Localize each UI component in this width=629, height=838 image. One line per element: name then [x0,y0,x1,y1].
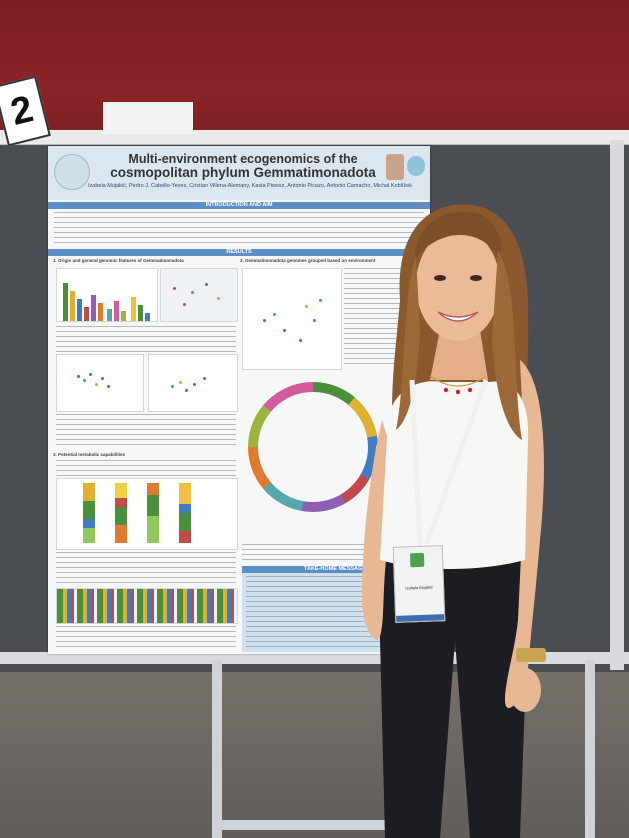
badge-logo-icon [409,552,425,568]
section2-heading: 2. Gemmatimonadota genomes grouped based… [240,258,376,263]
genome-size-text [56,414,236,448]
board-frame-right [610,140,624,670]
scatter-panel-2 [148,354,238,412]
bar-chart-panel [56,268,158,322]
take-home-heading: TAKE-HOME MESSAGE [242,566,428,573]
intro-text [54,212,424,246]
gene-heatmap [56,588,238,624]
paper-card [103,102,193,134]
presenter-photo [386,154,404,180]
poster-title: Multi-environment ecogenomics of the cos… [108,152,378,180]
board-leg-left [212,660,222,838]
badge-name: Izabela Mujakić [405,584,433,591]
results-heading: RESULTS [48,249,430,256]
board-foot [222,820,412,830]
scatter-panel-1 [56,354,144,412]
section3-text [56,460,236,476]
poster-title-line1: Multi-environment ecogenomics of the [128,152,358,166]
photosynthesis-text [56,552,236,586]
section3-heading: 3. Potential metabolic capabilities [53,452,126,457]
lab-logo [407,156,425,176]
poster-title-line2: cosmopolitan phylum Gemmatimonadota [110,165,376,180]
metabolism-stacked-bars [56,478,238,550]
pcoa-plot [242,268,342,370]
world-map-panel [160,268,238,322]
name-badge: Izabela Mujakić [392,545,446,623]
institution-logo [54,154,90,190]
badge-stripe [396,614,445,622]
photoheterotrophy-text [56,626,236,650]
intro-heading: INTRODUCTION AND AIM [48,202,430,209]
section1-text [56,326,236,352]
poster-authors: Izabela Mujakić, Pedro J. Cabello-Yeves,… [88,183,412,189]
board-leg-right [585,660,595,838]
poster-header [48,146,430,200]
section1-heading: 1. Origin and general genomic features o… [53,258,184,263]
phylogenetic-tree [258,392,368,502]
